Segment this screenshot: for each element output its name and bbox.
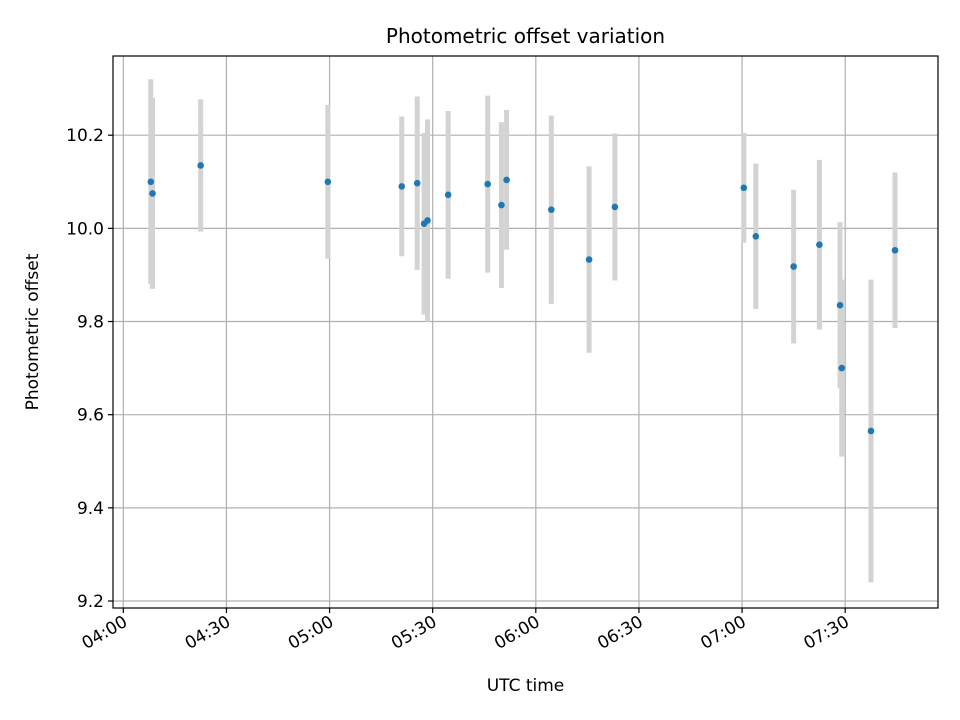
x-tick-label: 06:00 bbox=[491, 612, 543, 654]
y-axis-title: Photometric offset bbox=[23, 253, 43, 410]
x-tick-label: 04:30 bbox=[182, 612, 234, 654]
data-point bbox=[752, 232, 760, 240]
data-point bbox=[424, 217, 431, 224]
x-tick-label: 05:30 bbox=[388, 612, 440, 654]
data-point bbox=[147, 178, 155, 186]
data-point bbox=[611, 203, 619, 211]
y-tick-label: 9.4 bbox=[77, 499, 104, 519]
plot-frame bbox=[112, 55, 939, 609]
data-point bbox=[444, 191, 452, 199]
x-tick-label: 05:00 bbox=[285, 612, 337, 654]
data-point bbox=[413, 179, 421, 187]
x-axis-ticks: 04:00 04:30 05:00 05:30 06:00 06:30 07:00 07:30 bbox=[79, 608, 853, 654]
data-point bbox=[149, 190, 156, 197]
y-tick-label: 10.0 bbox=[66, 219, 104, 239]
y-axis-ticks: 9.2 9.4 9.6 9.8 10.0 10.2 bbox=[66, 126, 113, 612]
data-point bbox=[790, 263, 797, 270]
chart-title: Photometric offset variation bbox=[386, 24, 665, 48]
data-point bbox=[197, 162, 204, 169]
data-point bbox=[740, 184, 748, 192]
error-bars bbox=[148, 79, 898, 583]
x-axis-title: UTC time bbox=[487, 676, 565, 696]
y-tick-label: 9.8 bbox=[77, 313, 104, 333]
data-point bbox=[324, 178, 332, 186]
data-point bbox=[498, 201, 505, 209]
data-point bbox=[547, 206, 555, 214]
data-point bbox=[838, 364, 846, 372]
data-point bbox=[398, 183, 406, 190]
data-point bbox=[484, 180, 491, 188]
data-points bbox=[147, 162, 899, 435]
x-tick-label: 07:00 bbox=[697, 612, 749, 654]
data-point bbox=[585, 256, 593, 263]
grid-layer bbox=[113, 56, 938, 608]
x-tick-label: 06:30 bbox=[594, 612, 646, 654]
y-tick-label: 9.2 bbox=[77, 592, 104, 612]
data-point bbox=[891, 246, 899, 254]
data-point bbox=[503, 176, 510, 184]
data-point bbox=[816, 241, 823, 248]
y-tick-label: 9.6 bbox=[77, 406, 104, 426]
x-tick-label: 07:30 bbox=[800, 612, 852, 654]
data-point bbox=[836, 301, 844, 309]
y-tick-label: 10.2 bbox=[66, 126, 104, 146]
data-point bbox=[867, 427, 875, 435]
x-tick-label: 04:00 bbox=[79, 612, 131, 654]
